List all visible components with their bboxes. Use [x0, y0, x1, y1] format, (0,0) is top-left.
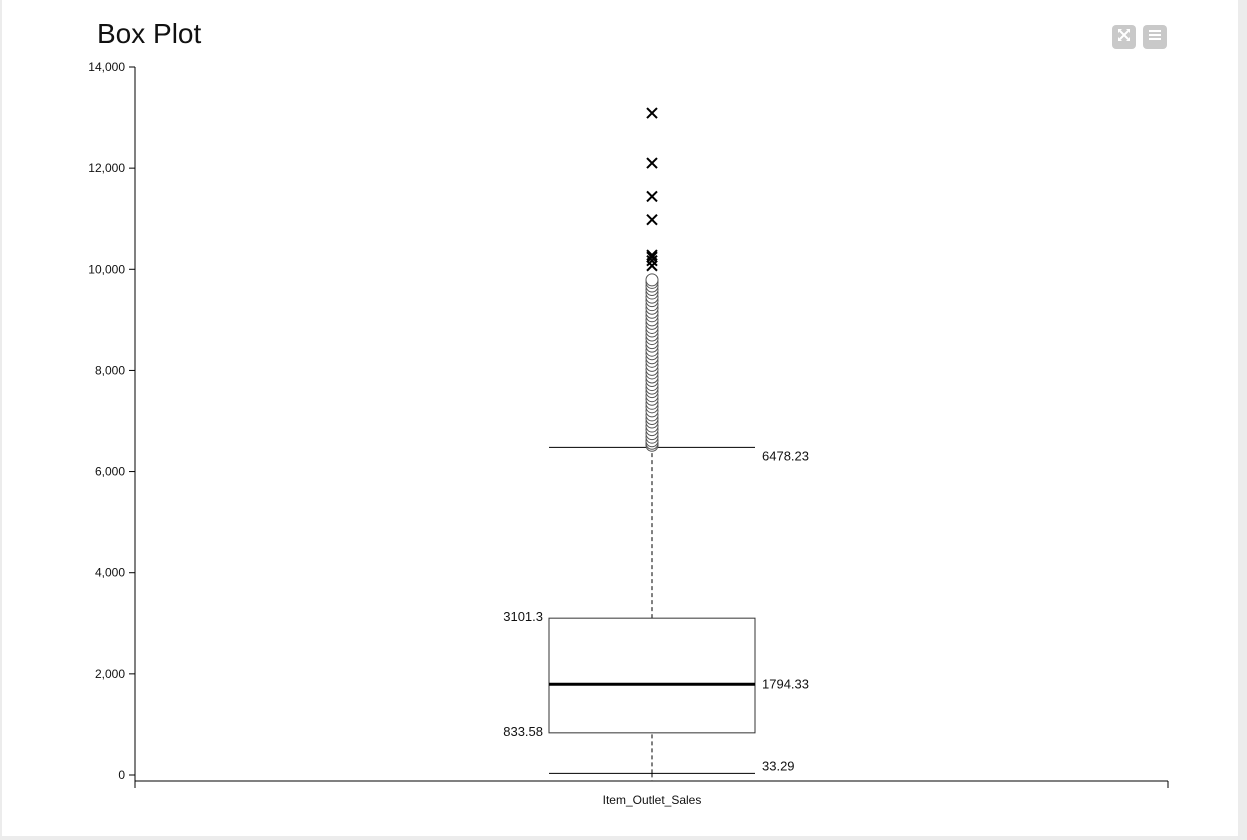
expand-button[interactable]: [1112, 25, 1136, 49]
upper-whisker-label: 6478.23: [762, 448, 809, 463]
expand-icon: [1116, 27, 1132, 48]
y-tick-label: 0: [118, 768, 125, 782]
median-label: 1794.33: [762, 676, 809, 691]
outlier-extreme-mark: [646, 251, 658, 263]
y-tick-label: 2,000: [95, 667, 125, 681]
outlier-extreme-mark: [646, 107, 658, 119]
outlier-circle: [645, 273, 659, 287]
y-tick-label: 4,000: [95, 566, 125, 580]
iqr-box: [548, 617, 756, 734]
chart-title: Box Plot: [97, 18, 202, 49]
y-tick-label: 6,000: [95, 465, 125, 479]
outlier-extreme-mark: [646, 260, 658, 272]
outlier-extreme-mark: [646, 214, 658, 226]
q1-label: 833.58: [503, 724, 543, 739]
outlier-extreme-mark: [646, 157, 658, 169]
lower-whisker-label: 33.29: [762, 758, 795, 773]
y-tick-label: 14,000: [88, 60, 125, 74]
q3-label: 3101.3: [503, 609, 543, 624]
menu-button[interactable]: [1143, 25, 1167, 49]
y-tick-label: 8,000: [95, 363, 125, 377]
y-tick-label: 10,000: [88, 262, 125, 276]
hamburger-menu-icon: [1147, 27, 1163, 48]
outlier-extreme-mark: [646, 249, 658, 261]
x-tick-label: Item_Outlet_Sales: [603, 793, 702, 807]
outlier-extreme-mark: [646, 190, 658, 203]
y-tick-label: 12,000: [88, 161, 125, 175]
